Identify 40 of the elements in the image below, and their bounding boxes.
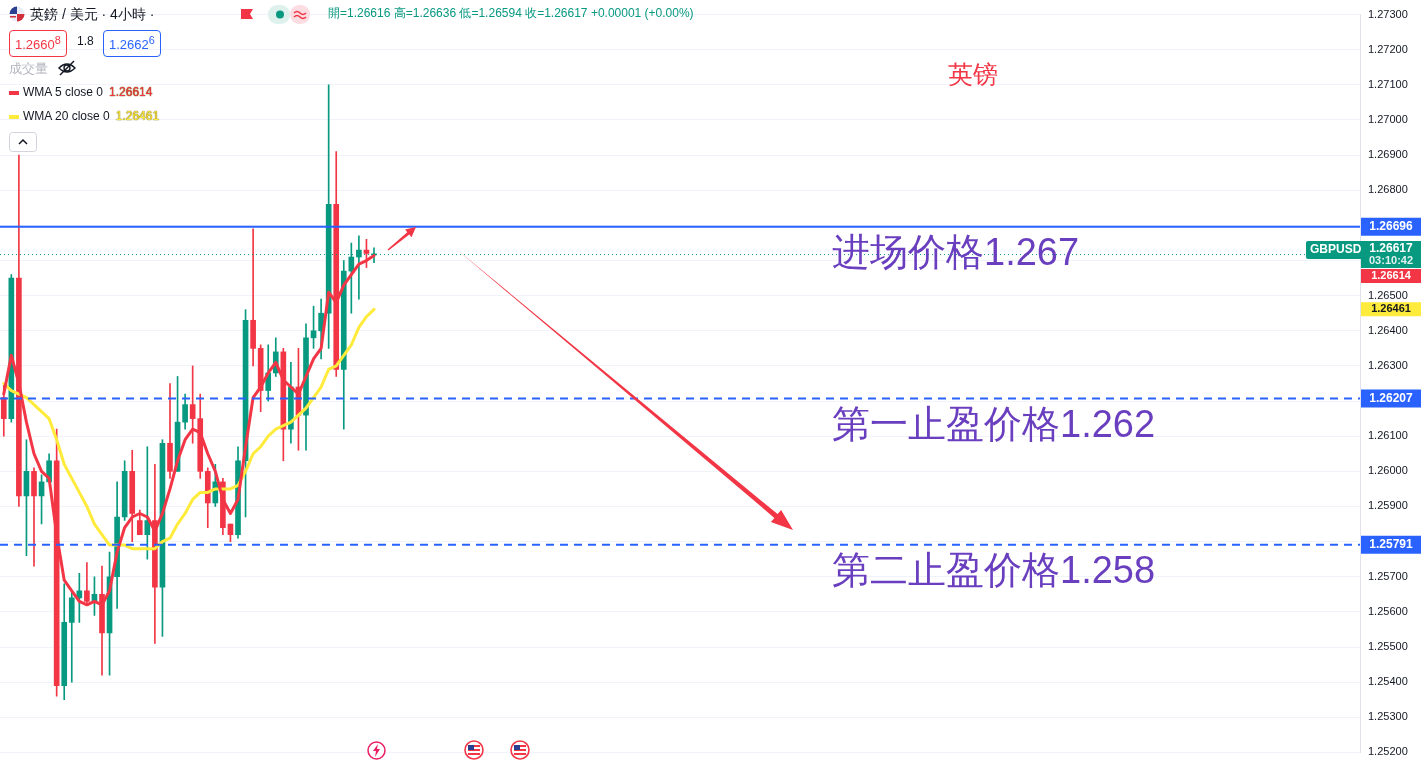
text: 1.26614	[1371, 269, 1412, 282]
y-tick-label: 1.25300	[1368, 710, 1408, 723]
annotation: 进场价格1.267	[832, 230, 1080, 275]
text: 03:10:42	[1369, 254, 1414, 267]
annotation: 1.26614	[109, 85, 153, 100]
y-tick-label: 1.25200	[1368, 745, 1408, 758]
annotation: 1.2660$^{8}$	[9, 30, 67, 58]
ref-line-label: 1.26617	[1369, 241, 1414, 256]
y-tick-label: 1.26300	[1368, 358, 1408, 371]
annotation: 1.26461	[115, 109, 160, 124]
annotation: 1.2662$^{6}$	[103, 30, 161, 58]
y-tick-label: 1.26900	[1368, 148, 1408, 161]
y-tick-label: 1.26500	[1368, 288, 1408, 301]
annotation: 第一止盈价格1.262	[832, 402, 1156, 447]
y-tick-label: 1.27000	[1368, 113, 1408, 126]
chart-title: 英鎊 / 美元 · 4小時 ·	[30, 6, 155, 23]
y-tick-label: 1.25700	[1368, 569, 1408, 582]
text: 1.26461	[1371, 302, 1411, 315]
y-tick-label: 1.26800	[1368, 183, 1408, 196]
ref-line-label: 1.26207	[1369, 390, 1414, 405]
y-tick-label: 1.26400	[1368, 323, 1408, 336]
annotation: GBPUSD	[1306, 241, 1366, 259]
y-tick-label: 1.25400	[1368, 675, 1408, 688]
y-tick-label: 1.25600	[1368, 604, 1408, 617]
y-tick-label: 1.26100	[1368, 429, 1408, 442]
ref-line-label: 1.26696	[1369, 219, 1414, 234]
annotation: 1.8	[77, 34, 94, 49]
y-tick-label: 1.27200	[1368, 42, 1408, 55]
y-tick-label: 1.25500	[1368, 640, 1408, 653]
annotation: 英镑	[948, 60, 998, 89]
annotation: 成交量	[9, 61, 48, 77]
annotation: 第二止盈价格1.258	[832, 548, 1156, 593]
y-tick-label: 1.25900	[1368, 499, 1408, 512]
y-tick-label: 1.27100	[1368, 77, 1408, 90]
ref-line-label: 1.25791	[1369, 537, 1414, 552]
y-tick-label: 1.26000	[1368, 464, 1408, 477]
y-tick-label: 1.27300	[1368, 7, 1408, 20]
legend-label: WMA 20 close 0	[23, 109, 110, 123]
legend-label: WMA 5 close 0	[23, 85, 104, 99]
chart-subtitle: 開=1.26616 高=1.26636 低=1.26594 收=1.26617 +0.00001 (+0.00%)	[328, 6, 694, 21]
